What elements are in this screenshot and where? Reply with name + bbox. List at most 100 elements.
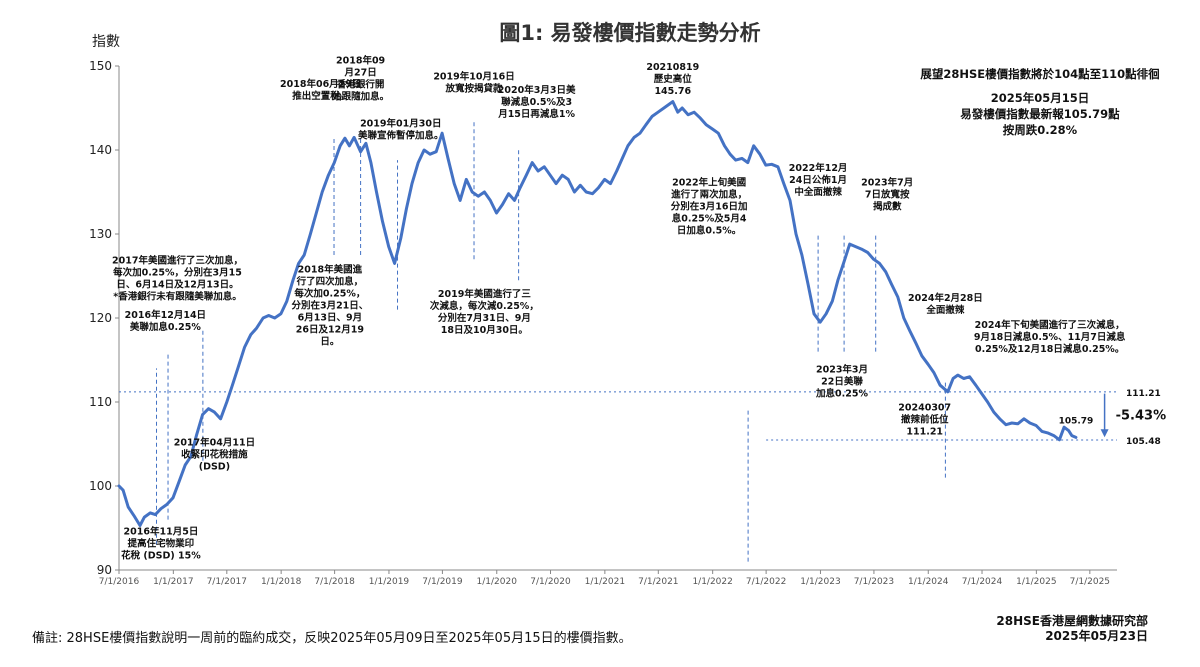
y-tick-label: 140 [89, 143, 112, 157]
x-tick-label: 7/1/2018 [314, 577, 355, 587]
annotation-line: 111.21 [906, 426, 943, 437]
annotation-line: 2018年美國進 [298, 264, 363, 276]
annotation: 2022年上旬美國進行了兩次加息，分別在3月16日加息0.25%及5月4日加息0… [671, 176, 748, 236]
annotation: 2017年美國進行了三次加息，每次加0.25%，分別在3月15日、6月14日及1… [112, 254, 243, 302]
annotation-line: 2019年01月30日 [360, 117, 441, 129]
annotation-line: 分別在3月16日加 [671, 200, 748, 212]
annotation-line: 22日美聯 [821, 376, 863, 388]
y-tick-label: 150 [89, 59, 112, 73]
x-tick-label: 1/1/2019 [369, 577, 410, 587]
y-tick-label: 90 [97, 563, 112, 577]
annotation: 2018年美國進行了四次加息，每次加0.25%，分別在3月21日、6月13日、9… [291, 264, 368, 348]
annotation-line: 20240307 [898, 402, 951, 413]
x-tick-label: 7/1/2019 [422, 577, 463, 587]
x-tick-label: 1/1/2025 [1016, 577, 1056, 587]
x-tick-label: 1/1/2017 [153, 577, 193, 587]
index-line [117, 100, 1078, 527]
x-tick-label: 7/1/2021 [638, 577, 678, 587]
annotation-line: 美聯加息0.25% [129, 321, 201, 333]
x-tick-label: 1/1/2022 [692, 577, 732, 587]
annotation-line: 24日公佈1月 [789, 174, 847, 186]
weekly-change: 按周跌0.28% [1003, 123, 1078, 137]
annotation-line: 月15日再減息1% [497, 108, 575, 120]
x-tick-label: 7/1/2016 [99, 577, 140, 587]
axes: 90 100 110 120 130 140 150 7/1/2016 1/1/2017 7/1/… [89, 59, 1117, 587]
annotation-line: 中全面撤辣 [794, 186, 842, 198]
y-axis-label: 指數 [92, 34, 120, 50]
latest-value-label: 105.79 [1059, 416, 1094, 426]
annotation-line: 收緊印花稅措施 [181, 449, 248, 461]
annotation-line: 每次加0.25%， [294, 288, 365, 300]
reference-lines: 111.21 105.48 -5.43% [119, 120, 1167, 562]
annotation-line: 7日放寬按 [865, 188, 910, 200]
annotation-line: 18日及10月30日。 [441, 325, 528, 336]
annotation-line: 分別在7月31日、9月 [438, 312, 531, 324]
annotation-line: 月27日 [343, 67, 376, 78]
annotation-line: 始跟隨加息。 [332, 90, 389, 102]
annotation-line: 2020年3月3日美 [498, 84, 576, 96]
series-layer: 105.79 [117, 100, 1094, 527]
change-label: -5.43% [1116, 408, 1167, 423]
annotation-line: 2023年3月 [816, 364, 868, 376]
annotation-line: 20210819 [646, 62, 699, 73]
annotation-line: 分別在3月21日、 [291, 300, 368, 312]
annotation-line: 美聯宣佈暫停加息。 [357, 129, 444, 141]
annotation-line: 行了四次加息， [296, 276, 364, 288]
info-box: 展望28HSE樓價指數將於104點至110點徘徊 2025年05月15日易發樓價指… [919, 67, 1159, 137]
annotation-line: 6月13日、9月 [298, 313, 362, 324]
outlook-text: 展望28HSE樓價指數將於104點至110點徘徊 [919, 67, 1159, 81]
x-tick-label: 1/1/2021 [585, 577, 625, 587]
chart-title: 圖1: 易發樓價指數走勢分析 [499, 21, 760, 45]
x-tick-label: 1/1/2018 [261, 577, 302, 587]
x-tick-label: 7/1/2024 [962, 577, 1003, 587]
footer-note: 備註: 28HSE樓價指數說明一周前的臨約成交，反映2025年05月09日至20… [32, 631, 632, 646]
annotation-line: 2022年12月 [789, 162, 848, 174]
source-line: 28HSE香港屋網數據研究部 [996, 614, 1148, 628]
annotation-line: *香港銀行未有跟隨美聯加息。 [113, 290, 241, 302]
x-tick-label: 1/1/2023 [800, 577, 840, 587]
x-tick-label: 1/1/2020 [477, 577, 518, 587]
annotation-line: 全面撤辣 [925, 304, 965, 316]
annotation-line: 9月18日減息0.5%、11月7日減息 [974, 331, 1126, 343]
annotation-line: 2017年美國進行了三次加息， [112, 254, 243, 266]
annotation-line: 撤辣前低位 [901, 413, 949, 425]
annotation-line: 2016年12月14日 [125, 309, 206, 321]
change-arrow-head [1100, 429, 1109, 438]
latest-date: 2025年05月15日 [991, 91, 1090, 105]
x-tick-label: 7/1/2020 [530, 577, 571, 587]
annotation-line: 日。 [320, 337, 339, 348]
annotation-line: 加息0.25% [815, 388, 868, 400]
annotation-line: 揭成數 [873, 200, 902, 212]
x-tick-label: 1/1/2024 [908, 577, 949, 587]
annotation-line: 26日及12月19 [296, 325, 364, 336]
source-date: 2025年05月23日 [1045, 629, 1148, 643]
annotation-line: 放寬按揭貸款 [445, 82, 504, 94]
annotation-line: 香港銀行開 [336, 78, 385, 90]
y-tick-label: 100 [89, 479, 112, 493]
x-tick-label: 7/1/2022 [746, 577, 786, 587]
source-credit: 28HSE香港屋網數據研究部 2025年05月23日 [996, 614, 1148, 644]
reference-hline-label: 105.48 [1126, 437, 1161, 447]
annotation-line: 2018年09 [336, 54, 385, 66]
annotation-line: 息0.25%及5月4 [672, 212, 747, 224]
annotation-line: 花稅 (DSD) 15% [121, 550, 201, 562]
annotation-line: 進行了兩次加息， [671, 188, 747, 200]
annotation: 2019年美國進行了三次減息，每次減0.25%，分別在7月31日、9月18日及1… [430, 288, 539, 336]
x-tick-label: 7/1/2017 [207, 577, 247, 587]
annotation-line: 提高住宅物業印 [128, 538, 195, 550]
